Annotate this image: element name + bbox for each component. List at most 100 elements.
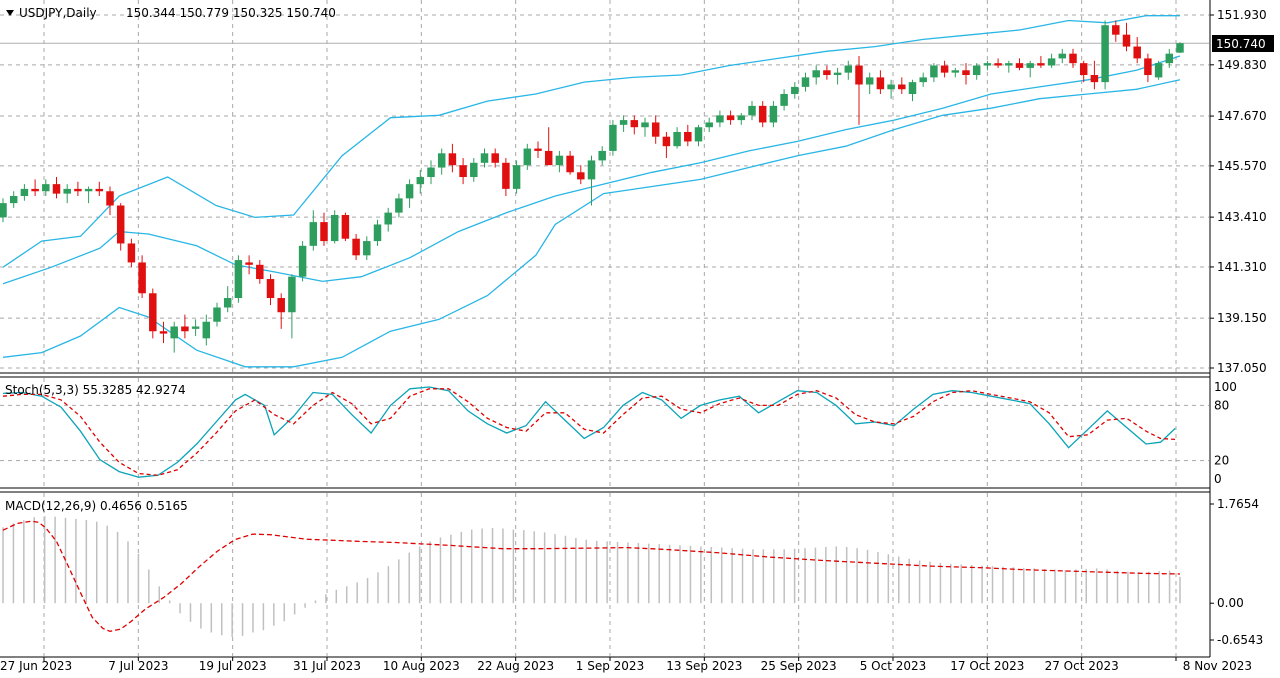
candle bbox=[0, 198, 7, 223]
stochastic-panel[interactable]: 100 80 20 0 bbox=[0, 378, 1237, 487]
candle-body bbox=[202, 321, 211, 339]
price-panel[interactable]: 151.930 149.830 147.670 145.570 143.410 141.3… bbox=[0, 0, 1267, 657]
candle-body bbox=[855, 65, 863, 85]
candle-body bbox=[234, 260, 243, 299]
candle bbox=[1090, 60, 1099, 90]
candle-body bbox=[330, 214, 339, 242]
candle-body bbox=[223, 298, 232, 308]
candle bbox=[138, 255, 146, 299]
candle-body bbox=[502, 162, 510, 189]
price-tick-label-5: 141.310 bbox=[1217, 260, 1267, 274]
candle-body bbox=[149, 293, 157, 332]
time-tick-label-9: 5 Oct 2023 bbox=[860, 659, 927, 673]
candle bbox=[908, 79, 917, 102]
bollinger-middle-line bbox=[2, 55, 1181, 285]
candle bbox=[662, 131, 671, 159]
candle-body bbox=[972, 65, 981, 76]
candle-body bbox=[994, 63, 1002, 66]
candle-body bbox=[587, 160, 596, 180]
macd-signal-line bbox=[2, 520, 1181, 632]
bollinger-upper-line bbox=[2, 15, 1180, 268]
candle-body bbox=[437, 153, 446, 168]
candle bbox=[919, 72, 927, 87]
price-tick-label-3: 145.570 bbox=[1217, 159, 1267, 173]
candle bbox=[149, 288, 157, 339]
symbol-dropdown-icon[interactable] bbox=[6, 10, 14, 16]
candle-body bbox=[1015, 63, 1024, 68]
candle-body bbox=[52, 184, 61, 194]
candle-body bbox=[95, 188, 104, 192]
time-tick-label-4: 10 Aug 2023 bbox=[383, 659, 460, 673]
macd-tick-label-1: 0.00 bbox=[1217, 596, 1244, 610]
candle bbox=[95, 181, 104, 197]
candle bbox=[181, 314, 189, 339]
price-tick-label-7: 137.050 bbox=[1217, 361, 1267, 375]
time-tick-label-2: 19 Jul 2023 bbox=[199, 659, 267, 673]
ohlc-readout: 150.344 150.779 150.325 150.740 bbox=[126, 6, 336, 20]
macd-label: MACD(12,26,9) 0.4656 0.5165 bbox=[5, 499, 188, 513]
candle-body bbox=[844, 65, 853, 73]
candle bbox=[844, 60, 853, 80]
candle bbox=[577, 165, 585, 185]
candle-body bbox=[170, 326, 178, 339]
candle bbox=[801, 72, 810, 92]
candle-body bbox=[694, 127, 703, 142]
candle bbox=[31, 179, 39, 197]
candle bbox=[1133, 37, 1141, 64]
candle bbox=[972, 63, 981, 80]
candle bbox=[213, 302, 221, 327]
stoch-tick-label-3: 0 bbox=[1214, 472, 1222, 486]
stochastic-axis: 100 80 20 0 bbox=[1214, 380, 1237, 486]
candle bbox=[84, 186, 93, 204]
candle-body bbox=[716, 115, 724, 123]
time-tick-label-6: 1 Sep 2023 bbox=[576, 659, 644, 673]
candle bbox=[544, 127, 553, 166]
price-tick-label-0: 151.930 bbox=[1217, 8, 1267, 22]
candle-body bbox=[566, 155, 574, 173]
price-axis: 151.930 149.830 147.670 145.570 143.410 141.3… bbox=[1210, 8, 1267, 375]
candle-body bbox=[748, 105, 756, 116]
candle bbox=[812, 65, 820, 85]
candle bbox=[833, 67, 842, 85]
candle bbox=[598, 146, 606, 166]
candle-body bbox=[480, 153, 489, 163]
candle bbox=[277, 293, 285, 329]
candle-body bbox=[320, 222, 328, 242]
macd-tick-label-2: -0.6543 bbox=[1217, 633, 1263, 647]
candle bbox=[320, 212, 328, 246]
bollinger-lower-line bbox=[2, 79, 1181, 368]
candle-body bbox=[138, 262, 146, 294]
candle-body bbox=[630, 120, 639, 128]
candle bbox=[587, 155, 596, 206]
candle bbox=[202, 314, 211, 346]
chart-title: USDJPY,Daily bbox=[19, 6, 97, 20]
macd-panel[interactable]: 1.7654 0.00 -0.6543 bbox=[2, 493, 1263, 656]
time-tick-label-1: 7 Jul 2023 bbox=[108, 659, 168, 673]
candle-body bbox=[277, 298, 285, 313]
candle bbox=[405, 179, 414, 208]
candle bbox=[298, 241, 307, 282]
candle-body bbox=[726, 115, 735, 121]
candle-body bbox=[662, 136, 671, 147]
candle bbox=[726, 110, 735, 125]
candle-body bbox=[705, 122, 713, 128]
candle-body bbox=[512, 165, 521, 189]
candle-body bbox=[1144, 58, 1152, 76]
candle bbox=[876, 70, 885, 94]
stoch-tick-label-1: 80 bbox=[1214, 398, 1229, 412]
candle-body bbox=[1069, 53, 1077, 64]
time-tick-label-3: 31 Jul 2023 bbox=[293, 659, 361, 673]
candle bbox=[106, 186, 114, 215]
candle-body bbox=[801, 77, 810, 87]
candle bbox=[384, 207, 392, 232]
candle-body bbox=[737, 115, 746, 121]
candle bbox=[791, 82, 799, 99]
candle-body bbox=[74, 188, 82, 192]
time-tick-label-10: 17 Oct 2023 bbox=[950, 659, 1024, 673]
candle bbox=[1037, 56, 1045, 68]
candle bbox=[74, 181, 82, 197]
candle-body bbox=[983, 63, 992, 66]
candle bbox=[363, 236, 371, 261]
candle-body bbox=[191, 326, 200, 329]
